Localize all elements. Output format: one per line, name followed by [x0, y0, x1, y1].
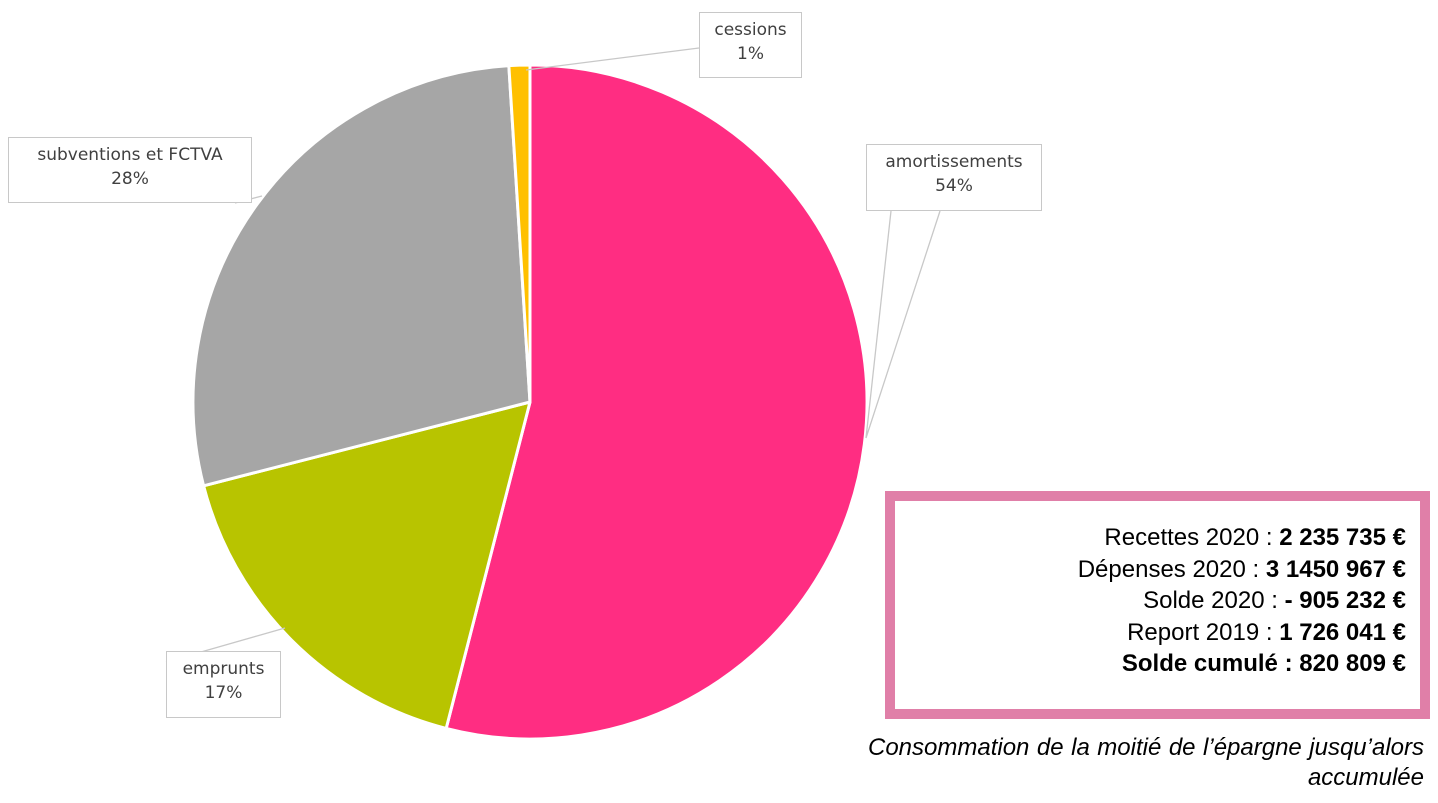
data-label-emprunts-name: emprunts	[182, 659, 265, 679]
summary-recettes-label: Recettes 2020 :	[1104, 524, 1280, 551]
summary-solde: Solde 2020 : - 905 232 €	[895, 585, 1406, 617]
summary-recettes-value: 2 235 735 €	[1279, 524, 1406, 551]
data-label-emprunts-percent: 17%	[204, 683, 243, 703]
summary-solde-label: Solde 2020 :	[1143, 587, 1285, 614]
summary-depenses-value: 3 1450 967 €	[1265, 555, 1406, 583]
summary-solde-value: - 905 232 €	[1284, 587, 1406, 614]
summary-report: Report 2019 : 1 726 041 €	[895, 617, 1406, 649]
leader-line-amortissements	[865, 210, 941, 439]
footnote: Consommation de la moitié de l’épargne j…	[868, 734, 1424, 791]
data-label-subventions: subventions et FCTVA 28%	[8, 137, 252, 203]
data-label-amortissements: amortissements 54%	[866, 144, 1042, 211]
summary-box: Recettes 2020 : 2 235 735 € Dépenses 202…	[885, 491, 1430, 719]
data-label-amortissements-name: amortissements	[885, 152, 1023, 172]
pie-slices	[191, 63, 869, 741]
data-label-cessions: cessions 1%	[699, 12, 802, 78]
data-label-cessions-percent: 1%	[737, 44, 764, 64]
summary-depenses-label: Dépenses 2020 :	[1077, 555, 1266, 583]
summary-solde-cumule: Solde cumulé : 820 809 €	[1121, 650, 1406, 677]
leader-line-cessions	[525, 47, 700, 71]
data-label-subventions-name: subventions et FCTVA	[37, 145, 223, 165]
data-label-amortissements-percent: 54%	[935, 176, 973, 196]
data-label-cessions-name: cessions	[714, 20, 787, 40]
summary-report-label: Report 2019 :	[1127, 618, 1280, 646]
summary-depenses: Dépenses 2020 : 3 1450 967 €	[895, 554, 1406, 586]
summary-recettes: Recettes 2020 : 2 235 735 €	[895, 522, 1406, 554]
pie-slice-amortissements	[444, 63, 869, 741]
pie-slice-emprunts	[202, 400, 532, 730]
data-label-emprunts: emprunts 17%	[166, 651, 281, 718]
pie-slice-subventions-et-fctva	[191, 64, 532, 488]
pie-slice-cessions	[507, 63, 532, 404]
data-label-subventions-percent: 28%	[111, 169, 149, 189]
summary-report-value: 1 726 041 €	[1279, 618, 1406, 646]
